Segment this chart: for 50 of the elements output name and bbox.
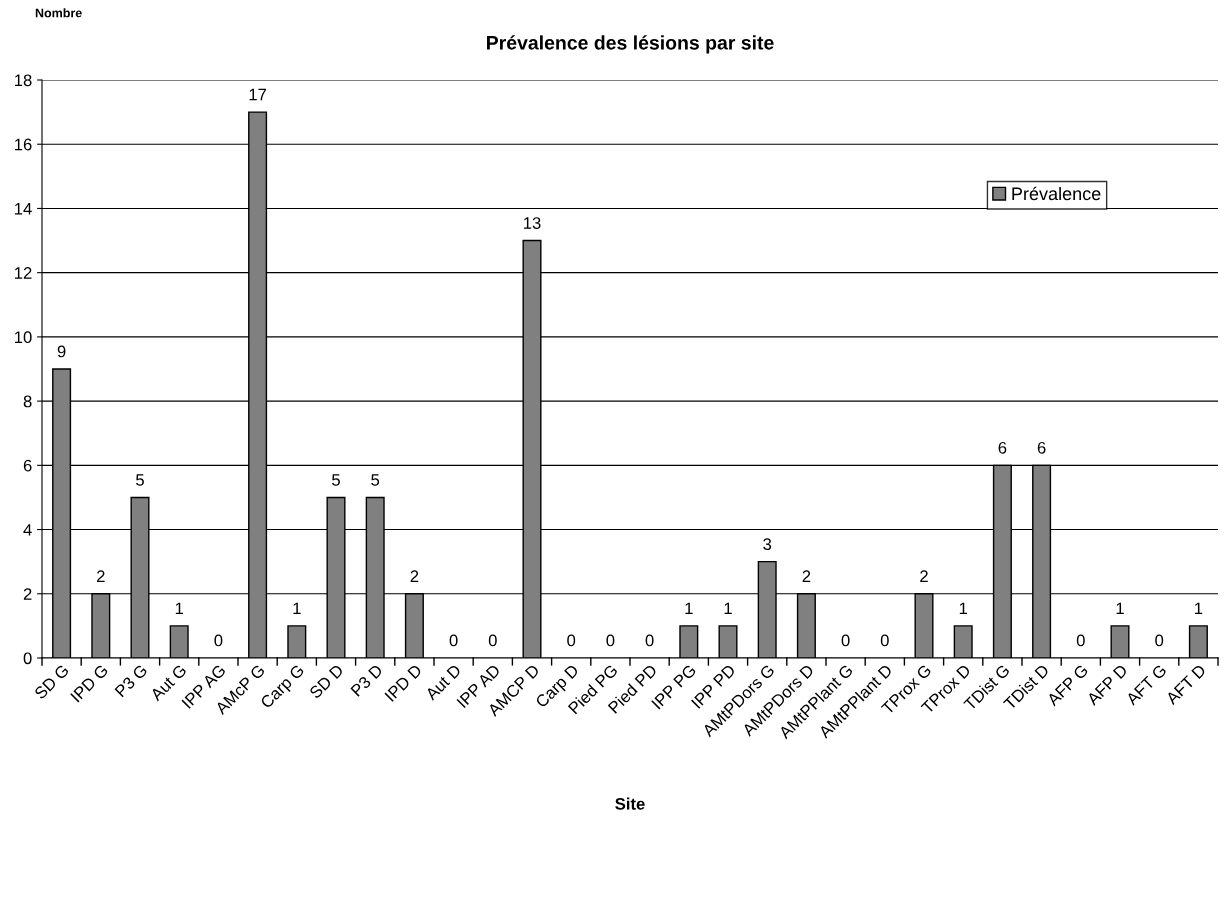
data-label: 0 [841,634,850,647]
data-label: 2 [802,570,811,582]
data-label: 2 [97,570,105,582]
x-tick-label: IPD G [70,664,109,703]
data-label: 5 [136,474,144,486]
legend-label: Prévalence [1012,186,1101,201]
data-label: 9 [57,345,66,358]
y-tick-label: 14 [15,203,32,215]
data-label: 1 [175,602,184,615]
data-label: 13 [524,217,541,229]
data-label: 0 [1155,634,1164,647]
x-tick-label: P3 G [114,664,148,698]
y-tick-label: 4 [23,524,32,536]
data-label: 6 [1037,441,1046,454]
x-tick-label: P3 D [350,663,384,697]
data-label: 17 [249,88,267,101]
data-label: 1 [959,602,968,615]
data-label: 0 [880,634,889,647]
data-label: 1 [1116,602,1124,615]
data-label: 0 [645,634,654,647]
x-axis-title: Site [615,797,645,810]
y-tick-label: 2 [23,588,32,600]
data-label: 6 [998,441,1007,454]
data-label: 0 [1076,634,1085,647]
y-tick-label: 12 [15,267,32,279]
x-tick-label: SD G [33,664,70,700]
x-tick-label: IPD D [384,663,423,702]
x-tick-label: SD D [308,663,345,700]
y-tick-label: 10 [15,331,32,344]
y-axis-title: Nombre [35,8,82,18]
y-tick-label: 16 [15,138,32,151]
y-tick-label: 6 [23,459,32,472]
data-label: 3 [763,538,772,551]
data-label: 0 [488,634,497,647]
data-label: 5 [371,474,380,486]
data-label: 0 [449,634,458,647]
y-tick-label: 8 [23,395,32,408]
y-tick-label: 0 [23,652,32,665]
y-tick-label: 18 [15,74,32,87]
data-label: 0 [214,634,223,647]
data-label: 1 [724,602,732,615]
data-label: 1 [293,602,301,615]
data-label: 2 [410,570,419,582]
chart-title: Prévalence des lésions par site [487,35,774,54]
data-label: 1 [685,602,693,615]
data-label: 5 [332,474,340,486]
data-label: 2 [920,570,928,582]
data-label: 0 [567,634,576,647]
data-label: 0 [606,634,615,647]
data-label: 1 [1195,602,1203,615]
